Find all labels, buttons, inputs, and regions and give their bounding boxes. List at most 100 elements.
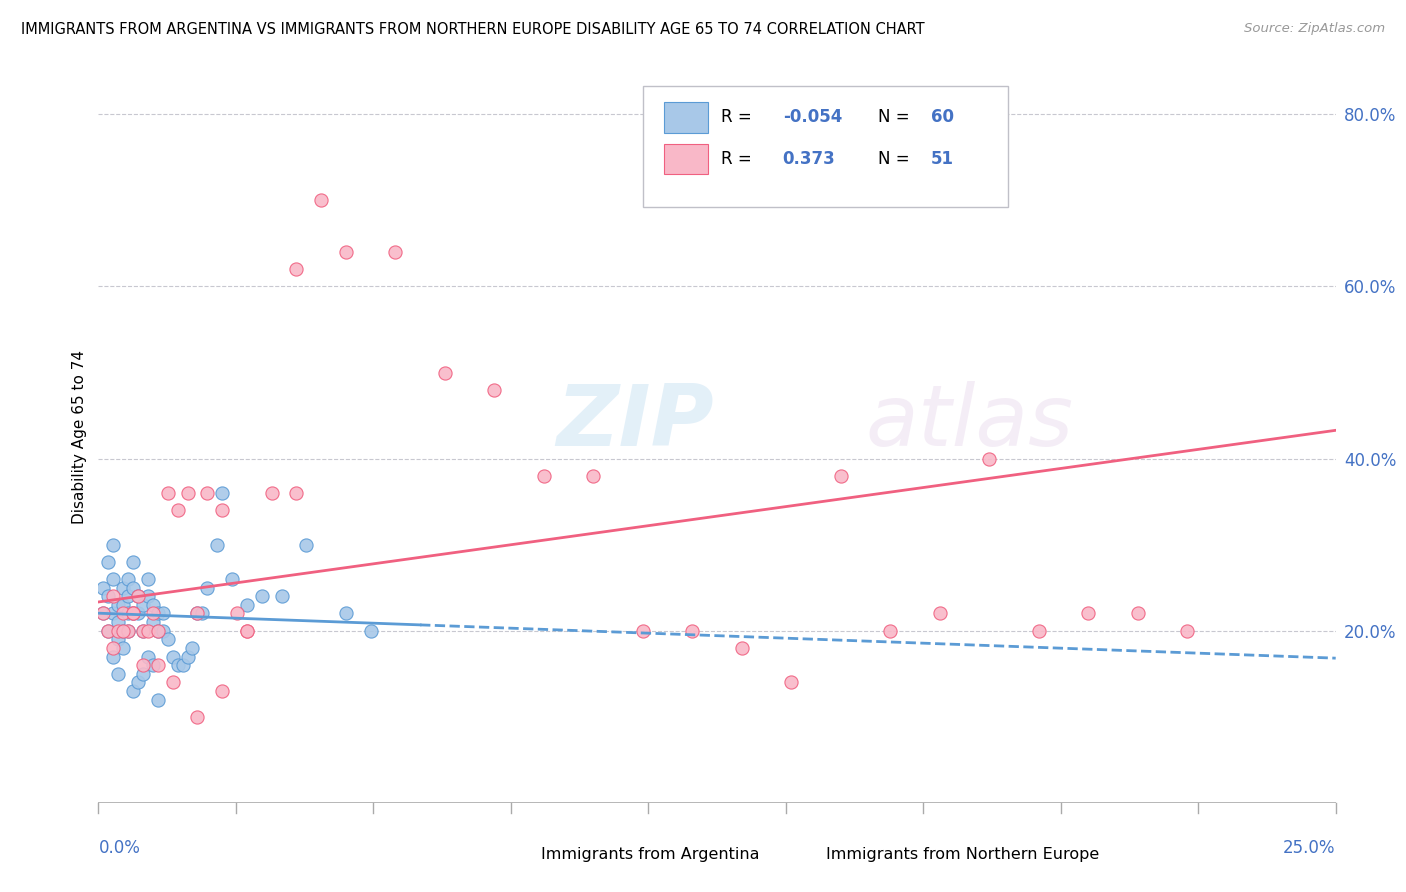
Text: N =: N = bbox=[877, 109, 915, 127]
Point bbox=[132, 658, 155, 673]
Point bbox=[136, 624, 159, 638]
Point bbox=[107, 598, 129, 612]
Point bbox=[127, 589, 149, 603]
Point bbox=[384, 245, 406, 260]
Point bbox=[136, 572, 159, 586]
Point bbox=[181, 640, 204, 655]
Point bbox=[186, 607, 208, 621]
Point bbox=[122, 555, 145, 569]
Point bbox=[122, 607, 145, 621]
Point bbox=[176, 649, 198, 664]
Point bbox=[132, 624, 155, 638]
Point bbox=[122, 607, 145, 621]
Point bbox=[122, 684, 145, 698]
Point bbox=[236, 624, 259, 638]
Point bbox=[107, 615, 129, 629]
Point bbox=[236, 624, 259, 638]
Point bbox=[112, 598, 135, 612]
Point bbox=[146, 624, 169, 638]
Point bbox=[433, 366, 456, 380]
Point bbox=[928, 607, 950, 621]
Point bbox=[103, 649, 125, 664]
Point bbox=[780, 675, 803, 690]
Point bbox=[97, 589, 120, 603]
Point bbox=[156, 632, 179, 647]
Point bbox=[211, 503, 233, 517]
Point bbox=[270, 589, 292, 603]
Point bbox=[107, 624, 129, 638]
Point bbox=[979, 451, 1001, 466]
Point bbox=[176, 486, 198, 500]
Point bbox=[107, 666, 129, 681]
Point bbox=[142, 598, 165, 612]
Point bbox=[103, 640, 125, 655]
Text: Immigrants from Northern Europe: Immigrants from Northern Europe bbox=[825, 847, 1099, 862]
Point bbox=[162, 649, 184, 664]
Point bbox=[112, 640, 135, 655]
Point bbox=[112, 624, 135, 638]
Point bbox=[136, 649, 159, 664]
Point bbox=[117, 624, 139, 638]
Point bbox=[285, 486, 308, 500]
Text: Source: ZipAtlas.com: Source: ZipAtlas.com bbox=[1244, 22, 1385, 36]
Point bbox=[97, 624, 120, 638]
Point bbox=[103, 572, 125, 586]
Point bbox=[132, 624, 155, 638]
Point bbox=[136, 589, 159, 603]
Point bbox=[582, 468, 605, 483]
FancyBboxPatch shape bbox=[664, 144, 709, 175]
Point bbox=[236, 598, 259, 612]
Point bbox=[484, 383, 506, 397]
Point bbox=[146, 607, 169, 621]
Point bbox=[1175, 624, 1198, 638]
Point bbox=[309, 194, 332, 208]
Point bbox=[146, 692, 169, 706]
FancyBboxPatch shape bbox=[506, 842, 534, 866]
Point bbox=[142, 658, 165, 673]
Point bbox=[142, 615, 165, 629]
Point bbox=[162, 675, 184, 690]
Y-axis label: Disability Age 65 to 74: Disability Age 65 to 74 bbox=[72, 350, 87, 524]
Point bbox=[93, 607, 115, 621]
Point bbox=[117, 607, 139, 621]
Point bbox=[152, 607, 174, 621]
Point bbox=[335, 607, 357, 621]
Point bbox=[93, 607, 115, 621]
Point bbox=[221, 572, 243, 586]
Text: 60: 60 bbox=[931, 109, 955, 127]
Point bbox=[127, 675, 149, 690]
Point bbox=[250, 589, 273, 603]
Point bbox=[112, 581, 135, 595]
Text: 51: 51 bbox=[931, 150, 955, 168]
Point bbox=[191, 607, 214, 621]
FancyBboxPatch shape bbox=[792, 842, 818, 866]
Text: R =: R = bbox=[721, 109, 756, 127]
Point bbox=[97, 624, 120, 638]
Point bbox=[226, 607, 249, 621]
Point bbox=[1126, 607, 1149, 621]
Point bbox=[1028, 624, 1050, 638]
Point bbox=[211, 684, 233, 698]
Text: 0.0%: 0.0% bbox=[98, 839, 141, 857]
Text: IMMIGRANTS FROM ARGENTINA VS IMMIGRANTS FROM NORTHERN EUROPE DISABILITY AGE 65 T: IMMIGRANTS FROM ARGENTINA VS IMMIGRANTS … bbox=[21, 22, 925, 37]
Point bbox=[132, 598, 155, 612]
Point bbox=[172, 658, 194, 673]
Point bbox=[830, 468, 852, 483]
Point bbox=[260, 486, 283, 500]
Point bbox=[112, 624, 135, 638]
Point bbox=[211, 486, 233, 500]
Point bbox=[360, 624, 382, 638]
Point bbox=[195, 581, 218, 595]
Point bbox=[681, 624, 703, 638]
Point bbox=[335, 245, 357, 260]
Point bbox=[146, 624, 169, 638]
Point bbox=[132, 666, 155, 681]
Point bbox=[156, 486, 179, 500]
Point bbox=[205, 538, 228, 552]
Point bbox=[122, 607, 145, 621]
Point bbox=[112, 607, 135, 621]
Point bbox=[166, 503, 188, 517]
Text: 0.373: 0.373 bbox=[783, 150, 835, 168]
Text: Immigrants from Argentina: Immigrants from Argentina bbox=[541, 847, 759, 862]
Point bbox=[127, 607, 149, 621]
